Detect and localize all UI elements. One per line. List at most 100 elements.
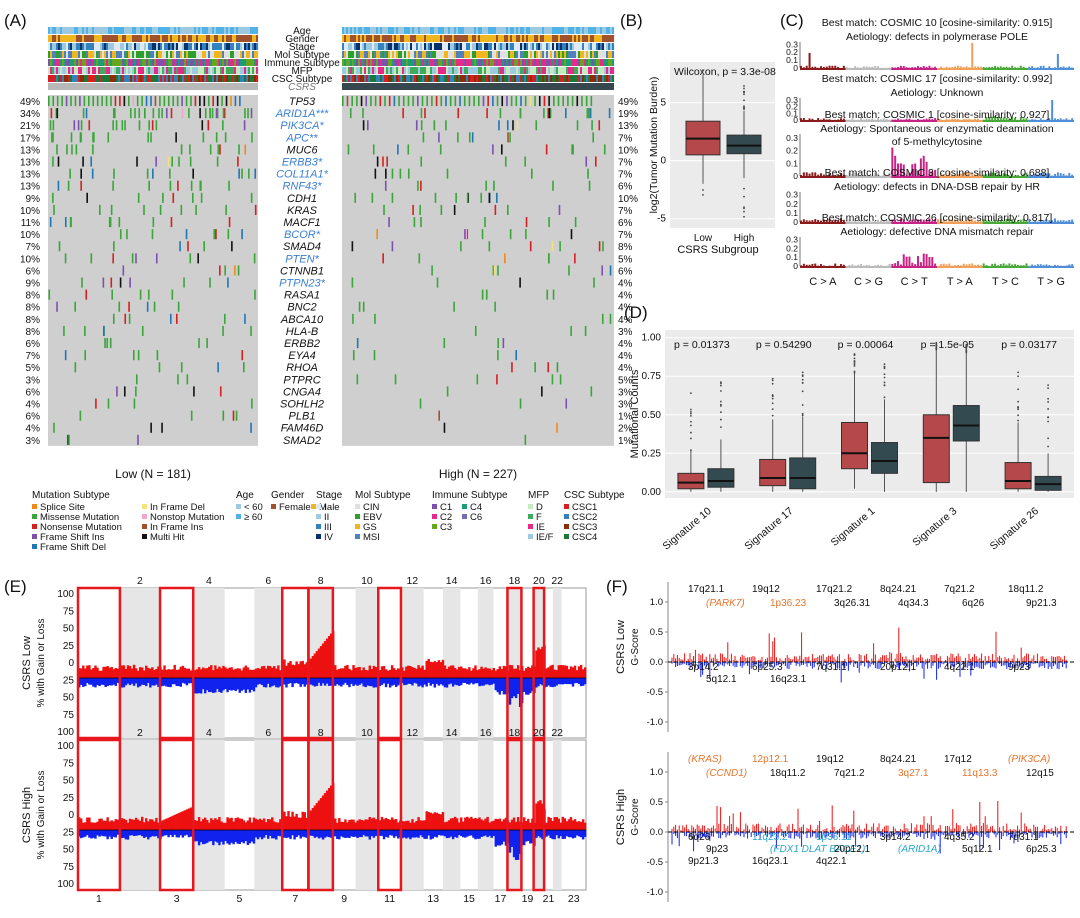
track-label: CSRS <box>288 82 316 93</box>
mutation-mark <box>388 217 390 228</box>
legend-swatch <box>271 504 276 509</box>
mutation-mark <box>172 192 175 203</box>
loss-bar <box>336 830 339 839</box>
gain-bar <box>502 665 506 678</box>
track-cell <box>574 67 577 74</box>
track-label: Gender <box>285 34 319 45</box>
outlier-d <box>690 392 692 395</box>
pvalue-d: p = 0.01373 <box>674 339 730 351</box>
mutation-mark <box>92 96 95 107</box>
track-cell <box>590 27 593 34</box>
legend-label: C6 <box>470 512 482 523</box>
mutation-mark <box>407 96 410 107</box>
track-cell <box>358 75 361 82</box>
mutation-mark <box>373 350 376 361</box>
ytick-d: 0.00 <box>642 487 662 498</box>
signature-bar <box>1039 173 1042 176</box>
category-strip <box>937 68 983 70</box>
ytick-e: 25 <box>63 793 75 804</box>
loss-bar <box>492 678 495 684</box>
gain-bar <box>492 820 495 830</box>
loss-bar <box>350 678 353 684</box>
track-cell <box>372 67 375 74</box>
outlier-d <box>935 342 938 345</box>
category-strip <box>845 120 892 122</box>
track-cell <box>444 51 447 58</box>
track-cell <box>406 51 409 58</box>
mutation-mark <box>56 108 59 119</box>
mutation-mark <box>135 386 137 397</box>
track-cell <box>528 43 531 50</box>
mutation-mark <box>516 120 519 131</box>
gain-bar <box>199 821 203 830</box>
track-cell <box>248 27 251 34</box>
legend-swatch <box>432 504 437 509</box>
gain-bar <box>149 668 152 678</box>
signature-bar <box>922 253 925 266</box>
gain-bar <box>350 670 353 678</box>
gain-bar <box>248 669 252 678</box>
track-cell <box>140 67 143 74</box>
loss-bar <box>140 678 144 685</box>
gain-bar <box>246 820 250 830</box>
mutation-mark <box>559 374 562 385</box>
track-cell <box>578 59 581 66</box>
track-cell <box>220 75 223 82</box>
loss-bar <box>547 678 550 686</box>
track-cell <box>142 35 145 42</box>
mutation-mark <box>239 96 241 107</box>
pvalue-d: p = 1.5e-05 <box>921 339 975 351</box>
loss-bar <box>334 830 337 837</box>
track-cell <box>430 59 433 66</box>
legend-label: II <box>324 512 329 523</box>
track-cell <box>448 51 451 58</box>
gene-pct-low: 10% <box>20 206 40 217</box>
track-cell <box>362 67 365 74</box>
mutation-mark <box>215 108 218 119</box>
category-strip <box>891 176 937 178</box>
mutation-mark <box>510 96 513 107</box>
gene-pct-high: 4% <box>618 303 633 314</box>
track-cell <box>152 35 155 42</box>
loss-bar <box>350 830 353 837</box>
chrom-shade <box>442 588 461 738</box>
track-cell <box>106 51 109 58</box>
mutation-mark <box>559 241 561 252</box>
signature-bar <box>982 219 985 222</box>
track-cell <box>78 67 81 74</box>
loss-bar <box>299 830 302 839</box>
signature-bar <box>859 118 862 120</box>
gain-bar <box>551 664 554 678</box>
chrom-label-top: 2 <box>137 575 143 587</box>
loss-bar <box>238 830 241 845</box>
track-cell <box>514 75 517 82</box>
track-cell <box>60 43 63 50</box>
signature-bar <box>1071 264 1074 266</box>
track-cell <box>228 27 231 34</box>
track-cell <box>462 75 465 82</box>
loss-bar <box>218 830 221 846</box>
signature-bar <box>879 265 882 266</box>
mutation-mark <box>122 265 125 276</box>
track-cell <box>344 51 347 58</box>
mutation-mark <box>70 96 72 107</box>
gain-bar <box>226 817 229 830</box>
track-cell <box>368 43 371 50</box>
signature-bar <box>1042 65 1045 68</box>
signature-bar <box>994 65 997 68</box>
signature-bar <box>1051 100 1054 120</box>
loss-bar <box>338 678 341 686</box>
mutation-mark <box>176 96 179 107</box>
track-cell <box>148 67 151 74</box>
signature-bar <box>842 65 845 68</box>
mutation-mark <box>504 156 507 167</box>
mutation-mark <box>48 96 50 107</box>
track-cell <box>152 67 155 74</box>
mutation-mark <box>477 96 480 107</box>
track-cell <box>90 59 93 66</box>
mutation-mark <box>114 96 117 107</box>
track-cell <box>382 51 385 58</box>
track-cell <box>500 59 503 66</box>
track-cell <box>568 51 571 58</box>
mutation-mark <box>228 217 231 228</box>
